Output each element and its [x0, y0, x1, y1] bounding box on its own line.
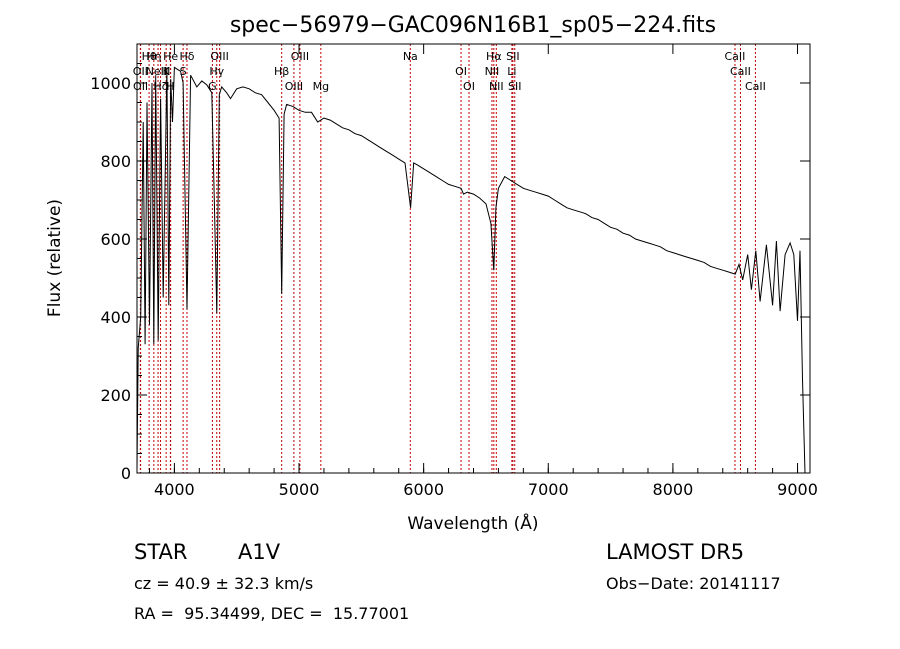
x-tick-label: 9000 [777, 480, 818, 499]
spectrum-line [136, 66, 806, 474]
line-marker-label: OIII [285, 80, 303, 93]
line-marker-label: OI [455, 65, 467, 78]
line-marker-label: Mg [313, 80, 329, 93]
chart-title: spec−56979−GAC096N16B1_sp05−224.fits [230, 13, 716, 38]
x-tick-label: 7000 [528, 480, 569, 499]
line-marker-label: SII [508, 80, 521, 93]
x-tick-label: 8000 [653, 480, 694, 499]
line-marker-label: Hθ [142, 50, 157, 63]
y-axis: 0 200 400 600 800 1000 [90, 63, 810, 483]
line-marker-label: Hζ [153, 80, 167, 93]
line-marker-label: NII [489, 80, 504, 93]
x-axis-label: Wavelength (Å) [407, 512, 538, 534]
x-tick-label: 4000 [154, 480, 195, 499]
line-labels: HθOIIOIIHηNeIIIHζHeKHHδSGOIIIHγOIIIOIIIH… [133, 50, 766, 93]
line-marker-label: Na [403, 50, 418, 63]
y-axis-label: Flux (relative) [45, 199, 65, 317]
line-marker-label: G [208, 80, 217, 93]
line-marker-label: NII [485, 65, 500, 78]
y-tick-label: 200 [100, 386, 131, 405]
object-class: STAR [134, 540, 188, 564]
x-tick-label: 5000 [279, 480, 320, 499]
line-markers [139, 44, 756, 473]
line-marker-label: CaII [725, 50, 746, 63]
line-marker-label: CaII [745, 80, 766, 93]
object-subclass: A1V [238, 540, 281, 564]
line-marker-label: Hγ [209, 65, 224, 78]
x-tick-label: 6000 [403, 480, 444, 499]
y-tick-label: 800 [100, 152, 131, 171]
line-marker-label: SII [506, 50, 519, 63]
line-marker-label: OI [463, 80, 475, 93]
line-marker-label: CaII [730, 65, 751, 78]
line-marker-label: OIII [291, 50, 309, 63]
line-marker-label: He [163, 50, 178, 63]
line-marker-label: OIII [210, 50, 228, 63]
survey-name: LAMOST DR5 [606, 540, 745, 564]
line-marker-label: Hη [146, 50, 161, 63]
y-tick-label: 600 [100, 230, 131, 249]
y-tick-label: 0 [121, 464, 131, 483]
line-marker-label: Hα [486, 50, 502, 63]
y-tick-label: 400 [100, 308, 131, 327]
observation-date: Obs−Date: 20141117 [606, 574, 781, 593]
line-marker-label: S [180, 65, 187, 78]
redshift-value: cz = 40.9 ± 32.3 km/s [134, 574, 314, 593]
line-marker-label: OII [133, 80, 148, 93]
line-marker-label: Hβ [274, 65, 289, 78]
line-marker-label: Hδ [179, 50, 194, 63]
line-marker-label: Li [507, 65, 516, 78]
sky-coordinates: RA = 95.34499, DEC = 15.77001 [134, 604, 410, 623]
x-axis: 4000 5000 6000 7000 8000 9000 [148, 44, 818, 499]
plot-frame [136, 43, 811, 474]
line-marker-label: NeIII [146, 65, 171, 78]
y-tick-label: 1000 [90, 74, 131, 93]
